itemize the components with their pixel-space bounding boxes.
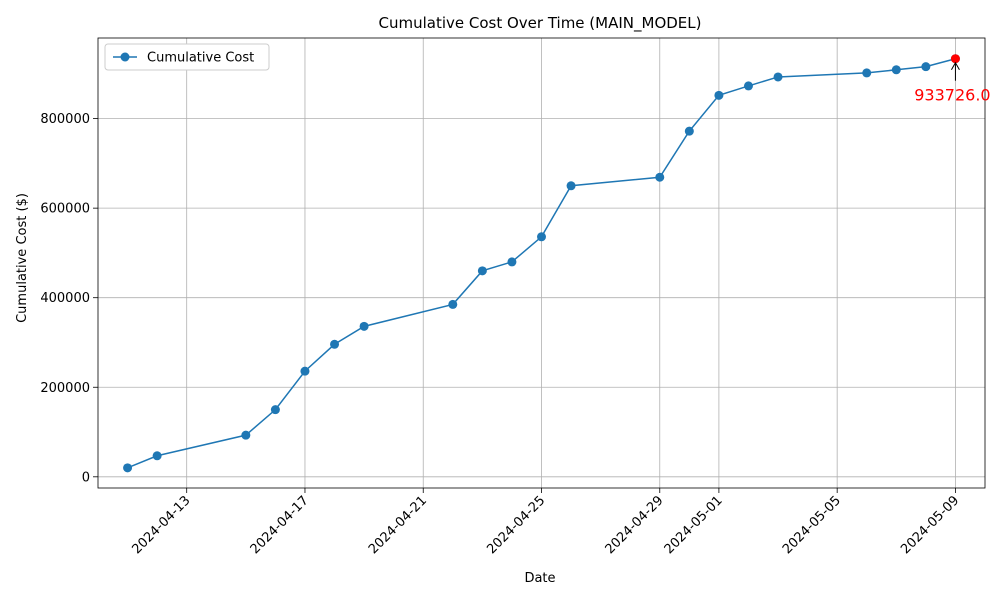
x-tick-label: 2024-04-21 [366,493,430,557]
legend-label: Cumulative Cost [147,51,254,66]
data-point [684,126,694,136]
legend-marker [120,52,130,62]
y-tick-label: 200000 [40,381,90,396]
x-tick-label: 2024-04-13 [129,493,193,557]
y-tick-label: 600000 [40,202,90,217]
legend: Cumulative Cost [104,43,270,71]
legend-box [104,43,270,71]
data-point [655,172,665,182]
annotation-arrow-head [950,61,960,70]
data-point [359,321,369,331]
data-point [241,430,251,440]
series-layer [123,54,960,473]
data-point [891,65,901,75]
x-tick-label: 2024-04-29 [603,493,667,557]
annotation-layer: 933726.0 [914,54,991,105]
data-point [270,405,280,415]
data-point [152,451,162,461]
y-tick-label: 400000 [40,291,90,306]
grid-layer [98,38,985,488]
chart-title: Cumulative Cost Over Time (MAIN_MODEL) [378,14,701,33]
x-tick-label: 2024-04-25 [484,493,548,557]
data-point [921,62,931,72]
plot-frame [97,37,986,489]
y-axis-label: Cumulative Cost ($) [15,193,30,323]
highlight-point [950,54,960,64]
data-point [477,266,487,276]
data-point [123,463,133,473]
x-tick-label: 2024-04-17 [248,493,312,557]
data-point [862,68,872,78]
x-tick-label: 2024-05-01 [662,493,726,557]
y-tick-label: 800000 [40,112,90,127]
data-point [566,181,576,191]
data-point [448,299,458,309]
x-tick-label: 2024-05-09 [898,493,962,557]
data-point [537,232,546,242]
data-point [743,81,753,91]
x-axis-label: Date [524,571,555,586]
data-point [773,72,783,82]
data-point [330,339,340,349]
y-tick-label: 0 [82,470,90,485]
annotation-label: 933726.0 [914,86,990,105]
data-point [714,90,724,100]
data-point [300,366,310,376]
data-point [507,257,517,267]
x-tick-label: 2024-05-05 [780,493,844,557]
